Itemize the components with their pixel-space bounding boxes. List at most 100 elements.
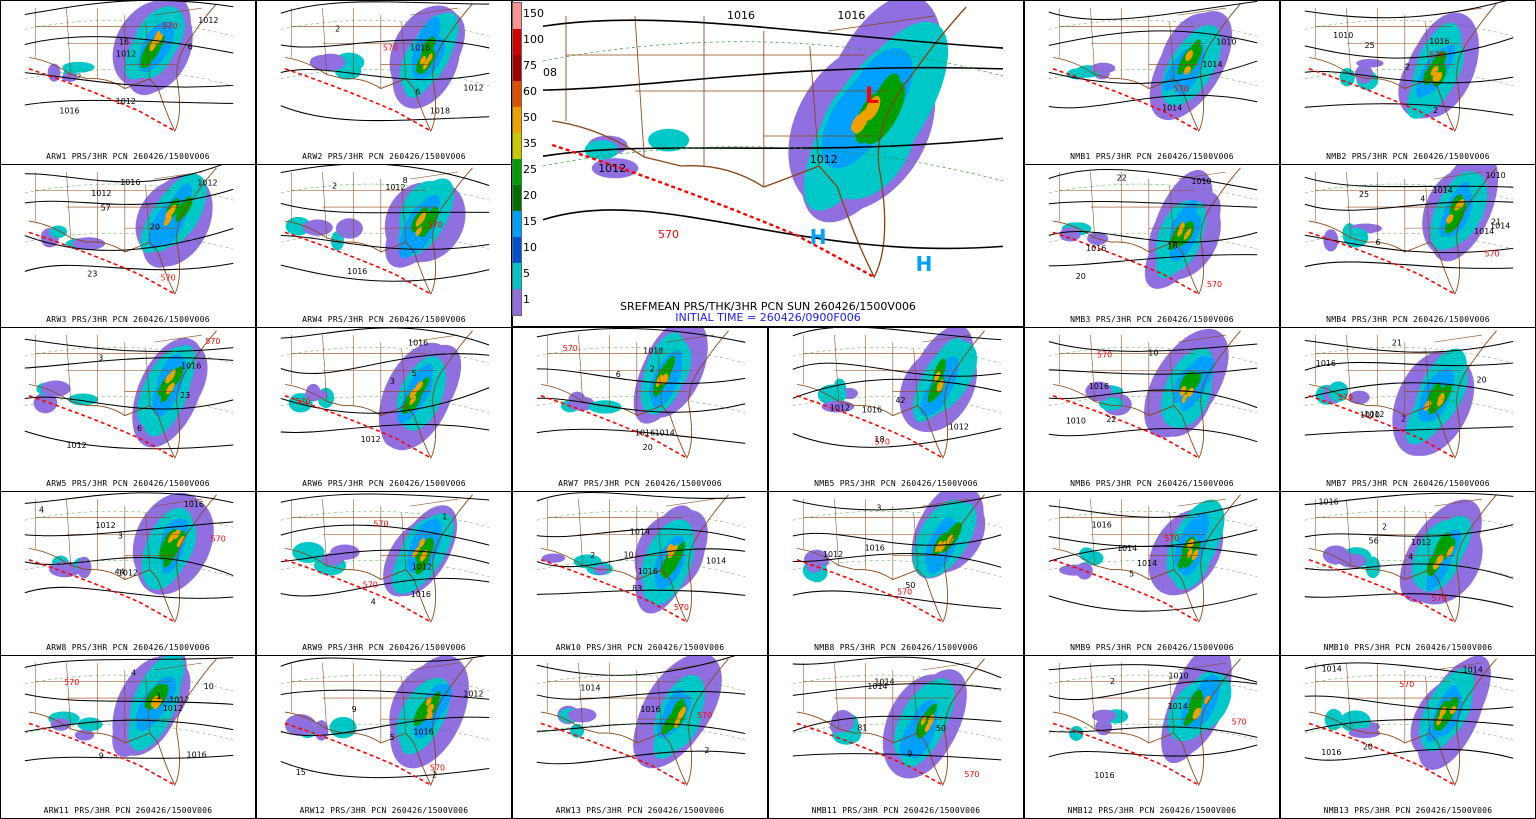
thickness-contour xyxy=(1304,510,1514,528)
ensemble-panel: 1016 1012 1012 570 42 18 NMB5 PRS/3HR PCN 2604… xyxy=(768,327,1024,492)
precip-area xyxy=(1181,393,1188,404)
panel-contour-label: 6 xyxy=(137,424,142,433)
panel-contour-label: 570 xyxy=(1338,393,1353,402)
precip-area xyxy=(1437,394,1445,407)
panel-contour-label: 570 xyxy=(383,44,398,53)
isobar xyxy=(24,188,234,205)
panel-contour-label: 4 xyxy=(131,668,136,677)
isobar xyxy=(1048,169,1258,191)
panel-contour-label: 570 xyxy=(1097,350,1112,359)
panel-contour-label: 21 xyxy=(1491,218,1501,227)
panel-contour-label: 2 xyxy=(1401,415,1406,424)
precip-area xyxy=(168,530,186,555)
precip-area xyxy=(420,209,437,238)
panel-contour-label: 1014 xyxy=(1117,544,1137,553)
main-contour-label: 08 xyxy=(543,66,557,79)
ensemble-panel-map: 1016 1010 570 1014 2 xyxy=(1048,656,1258,797)
panel-contour-label: 2 xyxy=(332,182,337,191)
panel-contour-label: 1 xyxy=(442,512,447,521)
thickness-570-line xyxy=(796,559,944,623)
thickness-570-line xyxy=(28,722,176,786)
ensemble-panel: 1016 1010 1012 570 2 21 20 NMB7 PRS/3HR PCN 260… xyxy=(1280,327,1536,492)
state-border xyxy=(401,22,407,79)
precip-area xyxy=(409,395,417,405)
ensemble-panel-caption: ARW4 PRS/3HR PCN 260426/1500V006 xyxy=(302,315,466,324)
isobar xyxy=(542,137,1004,157)
panel-contour-label: 1016 xyxy=(635,428,655,437)
panel-contour-label: 4 xyxy=(1420,195,1425,204)
ensemble-panel-map: 1016 1014 570 2 xyxy=(536,656,746,797)
ensemble-panel-map: 1016 1014 1014 570 20 xyxy=(1304,656,1514,797)
isobar xyxy=(792,494,1002,511)
precip-area xyxy=(419,211,426,224)
ensemble-panel-caption: ARW13 PRS/3HR PCN 260426/1500V006 xyxy=(555,806,725,815)
colorbar-level-label: 50 xyxy=(523,111,537,125)
panel-contour-label: 570 xyxy=(875,437,890,446)
isobar xyxy=(24,338,234,353)
thickness-570-line xyxy=(1052,68,1200,132)
panel-contour-label: 1010 xyxy=(1486,171,1506,180)
state-border xyxy=(409,662,458,671)
coastline xyxy=(1308,167,1497,296)
state-border xyxy=(1177,662,1226,671)
state-border xyxy=(1169,349,1175,406)
state-border xyxy=(401,677,407,734)
state-border xyxy=(913,677,919,734)
panel-contour-label: 20 xyxy=(1076,272,1086,281)
isobar xyxy=(1304,662,1514,680)
panel-contour-label: 8 xyxy=(403,176,408,185)
coastline xyxy=(28,658,217,787)
precip-area xyxy=(49,561,81,578)
ensemble-panel-map: 1014 1010 1014 570 xyxy=(1048,1,1258,143)
isobar xyxy=(24,657,234,668)
state-border xyxy=(1433,662,1482,671)
state-border xyxy=(1090,171,1095,238)
ensemble-panel-caption: NMB6 PRS/3HR PCN 260426/1500V006 xyxy=(1070,479,1234,488)
colorbar-segment xyxy=(513,289,521,315)
isobar xyxy=(1304,103,1514,116)
isobar xyxy=(1048,545,1258,562)
main-contour-label: 1012 xyxy=(598,162,626,175)
precip-area xyxy=(1183,540,1201,568)
panel-contour-label: 10 xyxy=(1148,349,1158,358)
precip-area xyxy=(1177,227,1183,237)
panel-contour-label: 42 xyxy=(895,396,905,405)
thickness-570-line xyxy=(28,231,176,295)
ensemble-panel-caption: NMB3 PRS/3HR PCN 260426/1500V006 xyxy=(1070,315,1234,324)
state-border xyxy=(1433,334,1482,343)
ensemble-panel-caption: ARW6 PRS/3HR PCN 260426/1500V006 xyxy=(302,479,466,488)
ensemble-panel-caption: ARW2 PRS/3HR PCN 260426/1500V006 xyxy=(302,152,466,161)
panel-contour-label: 83 xyxy=(632,584,642,593)
isobar xyxy=(1048,389,1258,409)
state-border xyxy=(665,334,714,343)
panel-contour-label: 1014 xyxy=(1168,702,1188,711)
ensemble-panel: 1016 1012 1012 1012 570 2 16 6 ARW1 PRS/3HR PCN … xyxy=(0,0,256,165)
thickness-contour xyxy=(536,723,746,741)
panel-contour-label: 570 xyxy=(1429,50,1444,59)
state-border xyxy=(145,513,151,570)
isobar xyxy=(536,328,746,343)
thickness-570-line xyxy=(284,68,432,132)
panel-contour-label: 570 xyxy=(211,535,226,544)
panel-contour-label: 1014 xyxy=(1322,664,1342,673)
isobar xyxy=(1048,367,1258,375)
precip-area xyxy=(1099,396,1124,411)
isobar xyxy=(280,353,490,375)
panel-contour-label: 1012 xyxy=(412,562,432,571)
precip-area xyxy=(805,555,823,573)
precip-area xyxy=(1191,549,1199,561)
ensemble-panel-map: 1016 1014 570 1018 20 6 2 xyxy=(536,328,746,470)
precip-colorbar xyxy=(512,2,522,316)
thickness-contour xyxy=(24,396,234,413)
panel-contour-label: 1014 xyxy=(867,682,887,691)
panel-contour-label: 1016 xyxy=(1094,771,1114,780)
ensemble-panel-caption: NMB12 PRS/3HR PCN 260426/1500V006 xyxy=(1067,806,1237,815)
precip-area xyxy=(329,716,357,739)
precip-area xyxy=(50,718,71,731)
ensemble-panel: 1016 1012 570 57 20 23 1012 ARW3 PRS/3HR PCN 26… xyxy=(0,164,256,328)
state-border xyxy=(1177,498,1226,507)
isobar xyxy=(536,723,746,735)
colorbar-segment xyxy=(513,29,521,55)
colorbar-segment xyxy=(513,55,521,81)
